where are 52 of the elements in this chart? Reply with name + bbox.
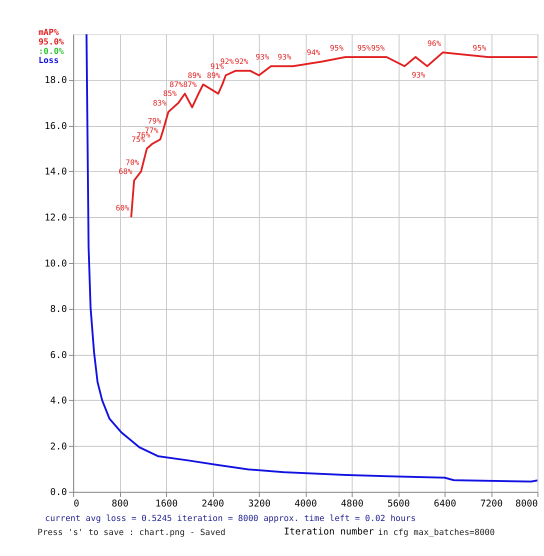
text: in cfg max_batches=8000 (378, 526, 495, 537)
x-tick-label: 0 (74, 498, 80, 510)
data-label: 95% (371, 43, 386, 52)
x-tick-label: 5600 (387, 498, 410, 510)
y-tick-label: 4.0 (50, 396, 68, 407)
data-label: 93% (278, 52, 292, 62)
x-tick-label: 6400 (434, 498, 457, 510)
data-label: 85% (163, 89, 178, 98)
x-axis-title: Iteration number (284, 526, 374, 538)
data-label: 68% (118, 167, 133, 176)
data-label: 75% (131, 135, 146, 144)
y-tick-label: 14.0 (44, 166, 68, 178)
x-tick-label: 2400 (202, 498, 225, 510)
data-label: 79% (148, 116, 162, 126)
text: Press 's' to save : chart.png - Saved (38, 526, 226, 537)
text: :0.0% (38, 46, 65, 56)
data-label: 94% (306, 48, 321, 58)
x-tick-label: 1600 (155, 498, 178, 510)
data-label: 89% (188, 70, 202, 80)
data-label: 60% (116, 204, 130, 213)
data-label: 93% (256, 52, 270, 62)
y-tick-label: 12.0 (44, 212, 68, 224)
data-label: 95% (357, 43, 372, 52)
data-label: 91% (210, 62, 224, 71)
x-tick-label: 4000 (294, 498, 318, 510)
text: Loss (38, 55, 59, 66)
data-label: 70% (126, 158, 140, 167)
x-tick-label: 4800 (340, 498, 364, 510)
data-label: 96% (427, 38, 442, 48)
x-tick-label: 800 (112, 498, 129, 510)
data-label: 83% (152, 98, 167, 108)
y-tick-label: 10.0 (44, 258, 68, 270)
data-label: 95% (472, 43, 487, 52)
y-tick-label: 6.0 (50, 350, 68, 361)
data-label: 92% (234, 57, 249, 66)
text: mAP% (38, 27, 60, 38)
x-tick-label: 7200 (480, 498, 504, 510)
data-label: 93% (412, 70, 426, 80)
x-tick-label: 8000 (515, 498, 538, 510)
y-tick-label: 18.0 (44, 75, 68, 86)
data-label: 95% (330, 43, 344, 52)
data-label: 89% (206, 70, 221, 80)
line-series (86, 34, 538, 482)
x-tick-label: 3200 (248, 498, 271, 510)
data-label: 87% (169, 80, 184, 90)
y-tick-label: 2.0 (50, 441, 68, 452)
data-label: 87% (183, 80, 198, 90)
y-tick-label: 0.0 (50, 487, 68, 498)
y-tick-label: 8.0 (50, 304, 68, 316)
text: current avg loss = 0.5245 iteration = 8000 approx. time left = 0.02 hours (45, 512, 416, 523)
text: 95.0% (38, 36, 65, 46)
y-tick-label: 16.0 (44, 120, 68, 132)
